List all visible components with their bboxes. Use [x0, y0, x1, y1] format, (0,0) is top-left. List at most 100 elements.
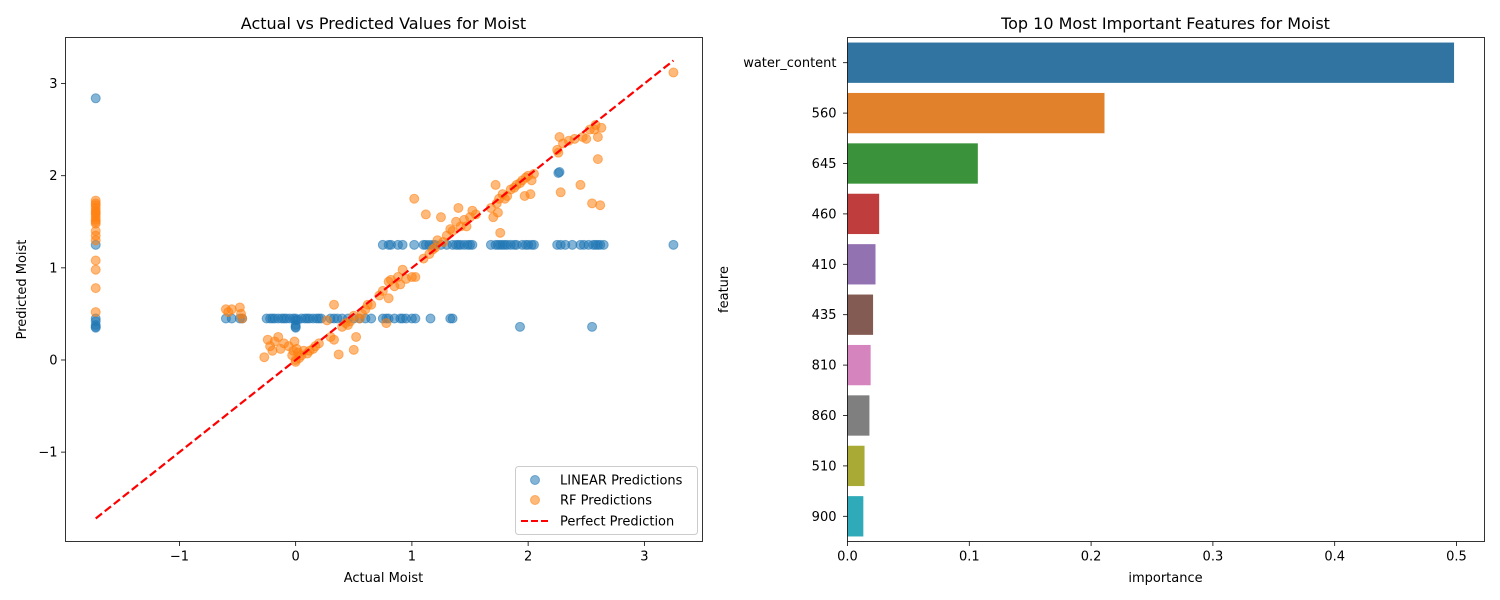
- importance-bar: [847, 92, 1105, 134]
- importance-panel: Top 10 Most Important Features for Moist…: [717, 14, 1485, 586]
- linear-prediction-point: [528, 239, 539, 250]
- scatter-y-ticks: −1 0 1 2 3: [38, 77, 66, 461]
- scatter-legend: LINEAR Predictions RF Predictions Perfec…: [515, 466, 698, 535]
- importance-bar: [847, 496, 864, 537]
- importance-x-tick-label: 0.3: [1203, 550, 1224, 565]
- scatter-x-tick-label: 1: [408, 550, 416, 565]
- rf-prediction-point: [581, 133, 592, 144]
- scatter-y-tick-label: 0: [49, 353, 57, 368]
- rf-prediction-point: [273, 331, 284, 342]
- rf-prediction-point: [409, 193, 420, 204]
- scatter-x-tick-label: 0: [292, 550, 300, 565]
- rf-prediction-point: [313, 338, 324, 349]
- feature-label: 410: [812, 258, 837, 273]
- feature-label: 435: [812, 308, 837, 323]
- scatter-y-tick-label: 3: [49, 77, 57, 92]
- importance-bar: [847, 294, 874, 335]
- linear-prediction-point: [447, 313, 458, 324]
- importance-title: Top 10 Most Important Features for Moist: [1000, 14, 1330, 33]
- rf-prediction-point: [525, 189, 536, 200]
- importance-x-tick-label: 0.5: [1446, 550, 1467, 565]
- rf-prediction-point: [587, 198, 598, 209]
- feature-label: 645: [812, 157, 837, 172]
- linear-prediction-point: [409, 239, 420, 250]
- scatter-y-tick-label: 2: [49, 169, 57, 184]
- rf-prediction-point: [329, 299, 340, 310]
- rf-prediction-point: [237, 313, 248, 324]
- scatter-plot-frame: [65, 37, 703, 542]
- scatter-x-tick-label: 2: [524, 550, 532, 565]
- linear-prediction-point: [668, 239, 679, 250]
- scatter-y-tick-label: −1: [38, 446, 57, 461]
- legend-perfect-label: Perfect Prediction: [560, 515, 674, 530]
- perfect-prediction-line-path: [95, 59, 675, 520]
- scatter-x-tick-label: 3: [640, 550, 648, 565]
- rf-prediction-point: [267, 345, 278, 356]
- rf-prediction-point: [226, 304, 237, 315]
- importance-bar: [847, 445, 865, 487]
- linear-prediction-point: [410, 313, 421, 324]
- importance-bar: [847, 143, 978, 184]
- rf-prediction-point: [592, 132, 603, 143]
- linear-prediction-point: [467, 239, 478, 250]
- rf-prediction-point: [410, 272, 421, 283]
- rf-prediction-point: [329, 334, 340, 345]
- feature-label: 460: [812, 207, 837, 222]
- rf-prediction-point: [447, 225, 458, 236]
- legend-linear-label: LINEAR Predictions: [560, 474, 683, 489]
- feature-label: water_content: [743, 56, 836, 71]
- importance-x-tick-label: 0.2: [1081, 550, 1102, 565]
- rf-prediction-point: [595, 200, 606, 211]
- rf-prediction-point: [492, 207, 503, 218]
- legend-linear-marker: [530, 475, 540, 485]
- rf-prediction-point: [453, 202, 464, 213]
- scatter-y-axis-label: Predicted Moist: [15, 240, 30, 340]
- importance-bar: [847, 344, 871, 386]
- rf-prediction-point: [668, 67, 679, 78]
- linear-prediction-point: [554, 167, 565, 178]
- scatter-x-axis-label: Actual Moist: [344, 571, 424, 586]
- rf-prediction-point: [435, 212, 446, 223]
- linear-prediction-point: [598, 239, 609, 250]
- linear-prediction-point: [90, 93, 101, 104]
- linear-prediction-point: [90, 322, 101, 333]
- legend-rf-label: RF Predictions: [560, 494, 652, 509]
- legend-frame: [515, 466, 698, 535]
- rf-prediction-point: [420, 209, 431, 220]
- importance-x-axis-label: importance: [1128, 571, 1202, 586]
- rf-prediction-point: [90, 255, 101, 266]
- scatter-x-tick-label: −1: [170, 550, 189, 565]
- scatter-panel: Actual vs Predicted Values for Moist −1 0…: [15, 14, 703, 586]
- linear-prediction-point: [397, 239, 408, 250]
- feature-label: 900: [812, 510, 837, 525]
- rf-prediction-point: [333, 349, 344, 360]
- linear-prediction-point: [425, 313, 436, 324]
- rf-prediction-point: [90, 235, 101, 246]
- linear-prediction-point: [366, 313, 377, 324]
- importance-bar: [847, 395, 870, 436]
- rf-prediction-point: [351, 331, 362, 342]
- importance-y-ticks: water_content 560 645 460 410 435 810 860 510 900: [743, 56, 848, 525]
- rf-prediction-point: [495, 227, 506, 238]
- importance-y-axis-label: feature: [717, 266, 732, 313]
- rf-prediction-point: [383, 293, 394, 304]
- importance-bars: [847, 42, 1455, 537]
- rf-prediction-point: [592, 154, 603, 165]
- linear-prediction-point: [587, 321, 598, 332]
- rf-prediction-point: [555, 187, 566, 198]
- rf-prediction-point: [90, 307, 101, 318]
- importance-x-tick-label: 0.0: [837, 550, 858, 565]
- importance-x-tick-label: 0.4: [1324, 550, 1345, 565]
- legend-rf-marker: [530, 495, 540, 505]
- feature-label: 510: [812, 459, 837, 474]
- rf-prediction-point: [381, 318, 392, 329]
- scatter-title: Actual vs Predicted Values for Moist: [241, 14, 526, 33]
- importance-plot-frame: [847, 37, 1485, 542]
- feature-label: 860: [812, 409, 837, 424]
- scatter-y-tick-label: 1: [49, 261, 57, 276]
- scatter-x-ticks: −1 0 1 2 3: [170, 541, 649, 565]
- feature-label: 810: [812, 359, 837, 374]
- importance-bar: [847, 42, 1455, 83]
